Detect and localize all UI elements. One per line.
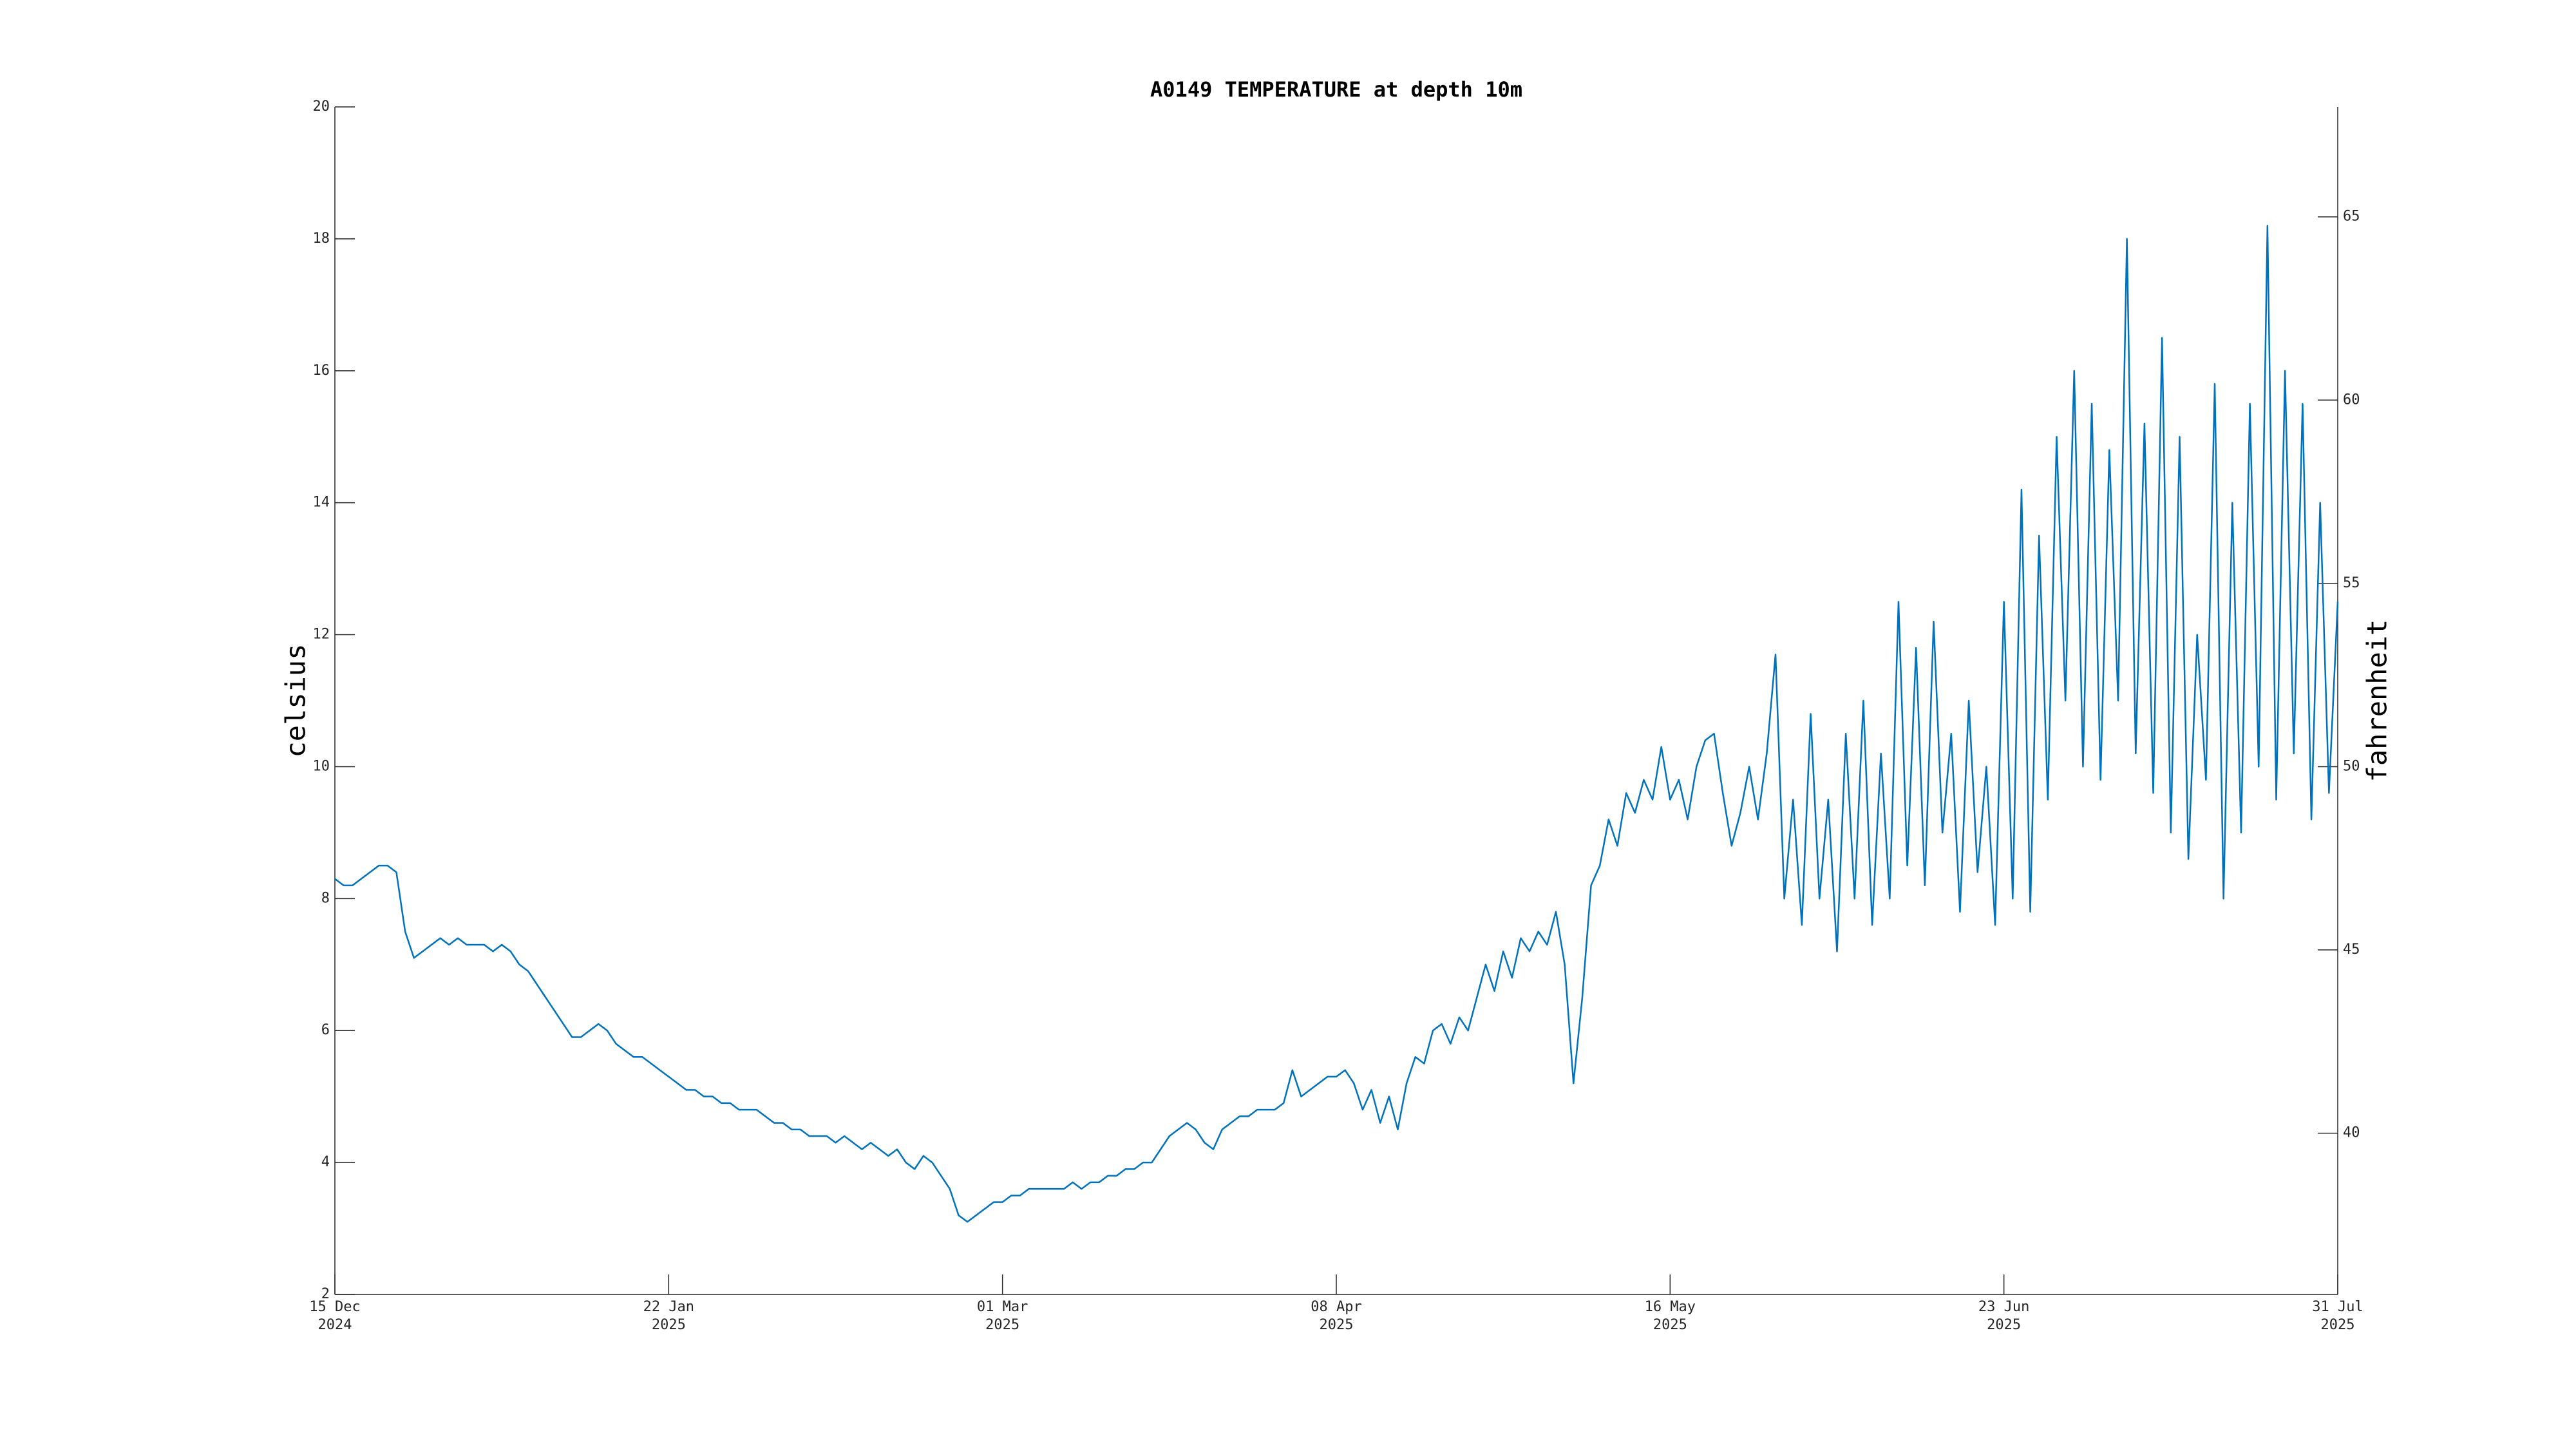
x-tick-label: 01 Mar (977, 1299, 1028, 1315)
x-tick-label: 23 Jun (1978, 1299, 2029, 1315)
y2-tick-label: 45 (2343, 942, 2360, 958)
y2-tick-label: 50 (2343, 758, 2360, 774)
x-tick-label: 2024 (318, 1317, 352, 1333)
y2-tick-label: 60 (2343, 392, 2360, 408)
y-tick-label: 4 (321, 1154, 330, 1170)
y-tick-label: 14 (313, 495, 330, 511)
y-tick-label: 6 (321, 1022, 330, 1038)
y2-tick-label: 40 (2343, 1125, 2360, 1141)
y-tick-label: 2 (321, 1286, 330, 1302)
x-tick-label: 2025 (1320, 1317, 1354, 1333)
temperature-line (334, 225, 2339, 1223)
y-tick-label: 8 (321, 890, 330, 906)
chart-title: A0149 TEMPERATURE at depth 10m (1150, 77, 1522, 102)
x-tick-label: 22 Jan (643, 1299, 694, 1315)
x-tick-label: 16 May (1645, 1299, 1696, 1315)
y-tick-label: 20 (313, 99, 330, 115)
x-tick-label: 31 Jul (2312, 1299, 2363, 1315)
y2-tick-label: 65 (2343, 209, 2360, 225)
x-tick-label: 2025 (1987, 1317, 2021, 1333)
x-tick-label: 2025 (985, 1317, 1019, 1333)
y-tick-label: 12 (313, 627, 330, 643)
x-tick-label: 08 Apr (1311, 1299, 1361, 1315)
x-tick-label: 2025 (1653, 1317, 1687, 1333)
y-tick-label: 18 (313, 231, 330, 247)
x-tick-label: 2025 (652, 1317, 686, 1333)
y-tick-label: 10 (313, 758, 330, 774)
x-tick-label: 15 Dec (309, 1299, 360, 1315)
x-tick-label: 2025 (2321, 1317, 2355, 1333)
y-axis-label: celsius (280, 643, 312, 757)
y-tick-label: 16 (313, 363, 330, 379)
y2-axis-label: fahrenheit (2362, 620, 2393, 782)
y2-tick-label: 55 (2343, 575, 2360, 591)
